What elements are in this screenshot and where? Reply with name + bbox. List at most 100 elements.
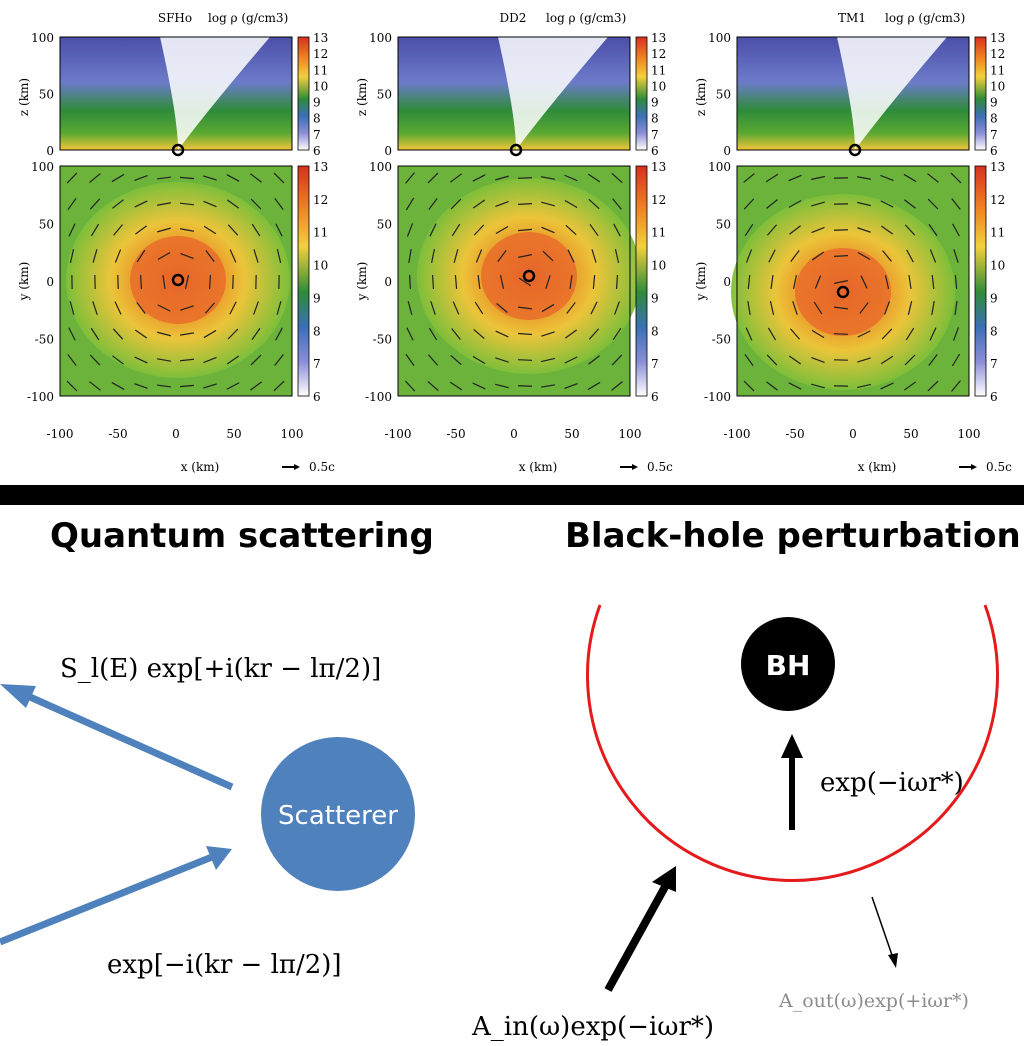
colorbar-bottom-tick-TM1: 11	[990, 226, 1005, 240]
z-tick-SFHo: 100	[31, 31, 54, 45]
colorbar-top-tick-SFHo: 11	[313, 63, 328, 77]
velocity-arrow-SFHo	[205, 250, 215, 262]
velocity-arrow-DD2	[611, 354, 623, 366]
bh-label: BH	[766, 649, 811, 682]
velocity-arrow-SFHo	[162, 274, 166, 290]
x-tick-DD2: 100	[619, 427, 642, 441]
velocity-arrow-SFHo	[253, 301, 259, 315]
velocity-arrow-TM1	[765, 173, 779, 183]
velocity-arrow-SFHo	[227, 328, 239, 340]
velocity-arrow-TM1	[743, 173, 755, 183]
velocity-arrow-SFHo	[276, 301, 282, 315]
panel-title-TM1: TM1	[838, 11, 866, 25]
in-arrow-head	[652, 866, 676, 892]
colorbar-bottom-tick-DD2: 13	[651, 160, 666, 174]
velocity-scale-label-TM1: 0.5c	[986, 460, 1012, 474]
velocity-arrow-SFHo	[203, 175, 217, 181]
velocity-arrow-DD2	[428, 327, 438, 341]
velocity-arrow-DD2	[495, 383, 509, 389]
velocity-arrow-SFHo	[275, 327, 283, 341]
velocity-arrow-DD2	[429, 223, 437, 237]
colorbar-top-tick-TM1: 6	[990, 144, 998, 158]
velocity-arrow-TM1	[790, 250, 800, 262]
incoming-arrow-head	[206, 846, 232, 870]
colorbar-bottom-tick-DD2: 10	[651, 259, 666, 273]
velocity-arrow-SFHo	[204, 302, 216, 314]
colorbar-bottom-SFHo	[297, 165, 310, 397]
velocity-arrow-TM1	[857, 201, 871, 207]
velocity-arrow-SFHo	[203, 225, 217, 235]
colorbar-bottom-tick-TM1: 13	[990, 160, 1005, 174]
velocity-arrow-SFHo	[251, 223, 261, 237]
velocity-arrow-SFHo	[203, 329, 217, 339]
velocity-arrow-DD2	[564, 382, 578, 390]
xy-bh-marker-TM1	[836, 285, 850, 299]
velocity-arrow-SFHo	[226, 199, 240, 209]
colorbar-top-tick-TM1: 8	[990, 112, 998, 126]
y-tick-DD2: -100	[365, 390, 392, 404]
velocity-arrow-SFHo	[156, 176, 172, 180]
velocity-arrow-DD2	[541, 226, 555, 234]
outgoing-wave-label: S_l(E) exp[+i(kr − lπ/2)]	[60, 654, 381, 684]
velocity-arrow-DD2	[477, 274, 481, 290]
velocity-arrow-TM1	[927, 380, 939, 392]
colorbar-top-tick-DD2: 6	[651, 144, 659, 158]
panel-title-DD2: DD2	[500, 11, 527, 25]
velocity-arrow-SFHo	[179, 202, 195, 206]
velocity-arrow-DD2	[542, 250, 554, 262]
velocity-arrow-TM1	[811, 201, 825, 207]
z-axis-label-DD2: z (km)	[355, 78, 369, 116]
z-tick-TM1: 0	[723, 144, 731, 158]
velocity-arrow-SFHo	[157, 331, 171, 337]
velocity-arrow-DD2	[614, 249, 620, 263]
velocity-arrow-DD2	[564, 199, 578, 209]
colorbar-top-tick-DD2: 10	[651, 79, 666, 93]
velocity-arrow-SFHo	[69, 249, 75, 263]
velocity-arrow-TM1	[857, 357, 871, 363]
velocity-arrow-DD2	[588, 328, 600, 340]
velocity-arrow-DD2	[541, 303, 555, 313]
velocity-arrow-DD2	[564, 329, 578, 339]
horizon-arc	[586, 604, 999, 882]
velocity-arrow-SFHo	[157, 227, 171, 233]
velocity-arrow-SFHo	[273, 172, 285, 184]
velocity-arrow-TM1	[833, 306, 849, 310]
velocity-arrow-TM1	[811, 329, 825, 339]
velocity-arrow-TM1	[766, 199, 778, 209]
velocity-arrow-TM1	[906, 249, 914, 263]
out-arrow-shaft	[871, 896, 894, 959]
velocity-arrow-TM1	[904, 354, 916, 366]
density-label-TM1: log ρ (g/cm3)	[885, 11, 965, 25]
scatterer-circle	[261, 737, 415, 891]
velocity-arrow-DD2	[540, 384, 556, 388]
y-tick-TM1: -100	[704, 390, 731, 404]
velocity-arrow-DD2	[541, 201, 555, 207]
velocity-arrow-SFHo	[275, 223, 283, 237]
velocity-arrow-DD2	[472, 382, 486, 390]
velocity-arrow-DD2	[450, 354, 462, 366]
x-tick-TM1: 0	[849, 427, 857, 441]
colorbar-bottom-tick-TM1: 6	[990, 390, 998, 404]
velocity-arrow-SFHo	[179, 358, 195, 362]
colorbar-top-tick-DD2: 13	[651, 31, 666, 45]
velocity-arrow-DD2	[591, 249, 597, 263]
xz-plume-TM1	[837, 37, 947, 150]
y-axis-label-SFHo: y (km)	[17, 262, 31, 302]
velocity-arrow-TM1	[881, 328, 893, 340]
velocity-arrow-DD2	[541, 357, 555, 363]
velocity-arrow-TM1	[859, 302, 869, 314]
velocity-arrow-TM1	[811, 383, 825, 389]
x-axis-label-SFHo: x (km)	[181, 460, 220, 474]
velocity-arrow-TM1	[743, 380, 755, 392]
xy-core-DD2	[481, 232, 577, 320]
velocity-arrow-SFHo	[69, 301, 75, 315]
x-tick-SFHo: 100	[281, 427, 304, 441]
velocity-arrow-TM1	[857, 383, 871, 389]
velocity-arrow-SFHo	[251, 327, 261, 341]
velocity-arrow-TM1	[904, 199, 916, 209]
velocity-arrow-SFHo	[229, 249, 237, 263]
colorbar-bottom-tick-TM1: 8	[990, 324, 998, 338]
velocity-arrow-TM1	[813, 301, 823, 315]
out-arrow-head	[888, 953, 898, 968]
velocity-arrow-SFHo	[68, 223, 76, 237]
